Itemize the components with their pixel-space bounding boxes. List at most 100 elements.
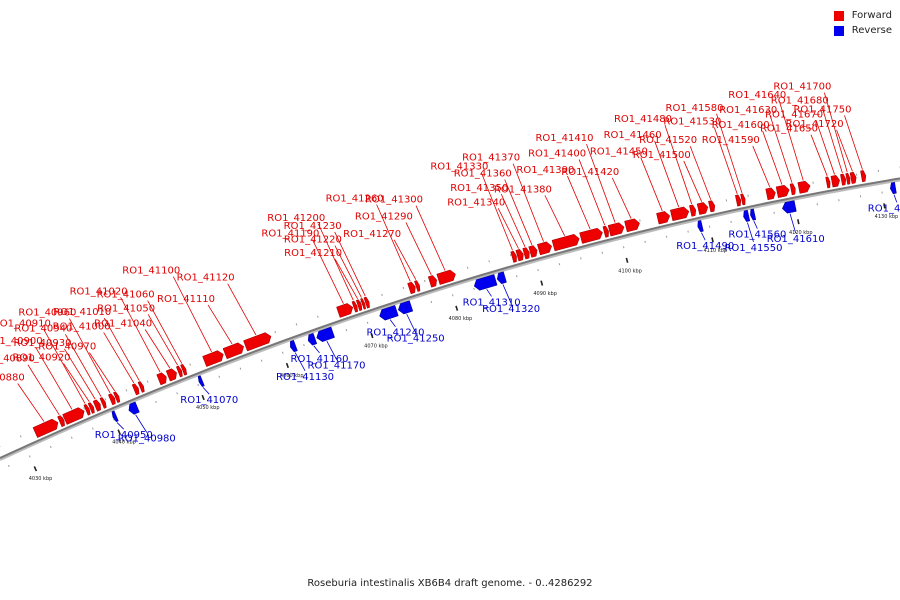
kbp-tick <box>117 429 121 435</box>
reverse-guide-dot <box>601 251 604 254</box>
forward-label-leader <box>103 332 135 384</box>
reverse-gene-label: RO1_40980 <box>118 434 176 445</box>
forward-gene-label: RO1_41640 <box>728 90 786 101</box>
reverse-label-leader <box>789 213 797 234</box>
reverse-gene <box>128 401 140 415</box>
forward-label-leader <box>497 208 519 249</box>
forward-label-leader <box>147 300 183 364</box>
kbp-tick-label: 4130 kbp <box>875 214 899 220</box>
kbp-tick <box>455 305 459 311</box>
forward-gene <box>355 299 363 312</box>
reverse-gene <box>307 332 318 346</box>
reverse-label-leader <box>753 220 758 229</box>
forward-gene <box>536 241 552 256</box>
forward-label-leader <box>821 106 843 174</box>
forward-guide-dot <box>509 253 512 257</box>
kbp-tick-label: 4120 kbp <box>789 230 813 236</box>
forward-label-leader <box>611 177 632 219</box>
forward-gene <box>222 342 244 360</box>
reverse-guide-dot <box>218 375 221 378</box>
backbone <box>0 177 900 459</box>
reverse-gene <box>781 200 797 214</box>
reverse-guide-dot <box>473 287 475 290</box>
forward-gene <box>243 332 272 352</box>
reverse-label-leader <box>502 284 512 304</box>
forward-label-leader <box>823 92 848 173</box>
forward-guide-dot <box>317 315 319 318</box>
forward-label-leader <box>312 239 344 304</box>
reverse-gene-label: RO1_40950 <box>95 430 153 441</box>
forward-gene-label: RO1_41600 <box>712 120 770 131</box>
forward-gene <box>740 193 746 206</box>
forward-gene-label: RO1_41590 <box>702 135 760 146</box>
reverse-guide-dot <box>580 257 582 260</box>
kbp-tick <box>625 257 629 263</box>
reverse-guide-dot <box>155 400 157 404</box>
forward-gene-label: RO1_41040 <box>94 319 152 330</box>
forward-gene <box>165 368 177 382</box>
forward-gene <box>624 218 640 233</box>
forward-gene <box>656 211 671 225</box>
forward-gene <box>551 234 580 252</box>
reverse-gene-label: RO1_41310 <box>463 297 521 308</box>
forward-label-leader <box>147 314 178 366</box>
forward-gene <box>83 403 91 416</box>
forward-gene-label: RO1_41410 <box>535 133 593 144</box>
forward-gene-label: RO1_41360 <box>454 168 512 179</box>
forward-gene-label: RO1_41390 <box>516 165 574 176</box>
forward-label-leader <box>716 113 743 194</box>
forward-label-leader <box>512 163 544 242</box>
forward-gene-label: RO1_41680 <box>771 95 829 106</box>
forward-label-leader <box>836 129 853 172</box>
forward-gene-label: RO1_40910 <box>0 318 51 329</box>
forward-gene <box>175 365 183 378</box>
forward-label-leader <box>120 297 161 373</box>
forward-gene-label: RO1_41230 <box>284 221 342 232</box>
reverse-guide-dot <box>197 383 200 387</box>
kbp-tick-label: 4050 kbp <box>196 405 220 411</box>
forward-label-leader <box>63 363 90 403</box>
reverse-guide-dot <box>260 359 263 362</box>
forward-label-leader <box>65 334 102 397</box>
forward-gene-label: RO1_41210 <box>284 248 342 259</box>
forward-label-leader <box>317 223 354 301</box>
forward-gene-label: RO1_41500 <box>633 150 691 161</box>
forward-gene-label: RO1_41650 <box>760 124 818 135</box>
forward-gene-label: RO1_40880 <box>0 372 25 383</box>
reverse-gene-label: RO1_41490 <box>676 241 734 252</box>
forward-gene-label: RO1_41580 <box>666 103 724 114</box>
reverse-guide-dot <box>7 464 10 468</box>
forward-guide-dot <box>466 266 469 269</box>
forward-label-leader <box>334 245 362 298</box>
legend-label-reverse: Reverse <box>851 25 892 36</box>
forward-gene <box>789 183 796 196</box>
forward-label-leader <box>334 231 366 297</box>
forward-gene <box>708 200 716 213</box>
forward-gene-label: RO1_40960 <box>18 308 76 319</box>
kbp-tick <box>370 333 374 339</box>
reverse-label-leader <box>135 414 148 433</box>
forward-gene-label: RO1_41060 <box>97 290 155 301</box>
reverse-label-leader <box>116 422 125 430</box>
reverse-gene-label: RO1_41160 <box>291 354 349 365</box>
forward-label-leader <box>683 160 703 202</box>
forward-label-leader <box>405 222 432 275</box>
forward-gene <box>860 170 867 183</box>
forward-gene-label: RO1_41750 <box>793 104 851 115</box>
forward-gene <box>336 303 354 318</box>
forward-label-leader <box>654 140 680 208</box>
forward-label-leader <box>504 179 533 245</box>
forward-guide-dot <box>381 293 383 296</box>
forward-gene-label: RO1_41330 <box>430 162 488 173</box>
kbp-tick-label: 4030 kbp <box>29 476 53 482</box>
reverse-gene <box>197 375 205 388</box>
reverse-swatch <box>833 25 844 36</box>
kbp-tick <box>540 280 544 286</box>
kbp-tick-label: 4040 kbp <box>112 439 136 445</box>
reverse-gene-label: RO1_41560 <box>728 230 786 241</box>
forward-guide-dot <box>83 407 85 410</box>
forward-gene <box>579 227 603 244</box>
reverse-gene <box>316 326 335 342</box>
